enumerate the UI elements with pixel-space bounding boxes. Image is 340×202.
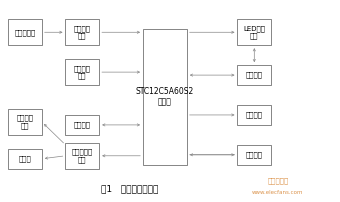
Text: 键盘电路: 键盘电路 [246,72,263,78]
FancyBboxPatch shape [66,115,99,135]
FancyBboxPatch shape [237,105,271,125]
Text: www.elecfans.com: www.elecfans.com [252,190,304,195]
FancyBboxPatch shape [8,19,42,45]
Text: STC12C5A60S2
单片机: STC12C5A60S2 单片机 [136,87,194,107]
Text: 图1   报警仪系统框图: 图1 报警仪系统框图 [101,184,158,193]
FancyBboxPatch shape [237,145,271,165]
Text: 声光报警: 声光报警 [246,112,263,118]
FancyBboxPatch shape [237,65,271,85]
Text: LED浓度
显示: LED浓度 显示 [243,25,265,39]
FancyBboxPatch shape [8,109,42,135]
Text: 信号调理
电路: 信号调理 电路 [74,25,91,39]
FancyBboxPatch shape [66,59,99,85]
Text: 继电器控制
电路: 继电器控制 电路 [72,149,93,163]
Text: 电源电路: 电源电路 [246,152,263,158]
FancyBboxPatch shape [8,149,42,169]
Text: 电磁阀: 电磁阀 [19,156,31,162]
Text: 气体传感器: 气体传感器 [14,29,36,36]
Text: 温度补偿
电路: 温度补偿 电路 [74,65,91,79]
Text: 电子发烧友: 电子发烧友 [267,177,289,184]
FancyBboxPatch shape [66,143,99,169]
FancyBboxPatch shape [237,19,271,45]
Text: 通风换气
设备: 通风换气 设备 [17,115,34,129]
Text: 串口通信: 串口通信 [74,122,91,128]
FancyBboxPatch shape [66,19,99,45]
FancyBboxPatch shape [143,29,187,165]
